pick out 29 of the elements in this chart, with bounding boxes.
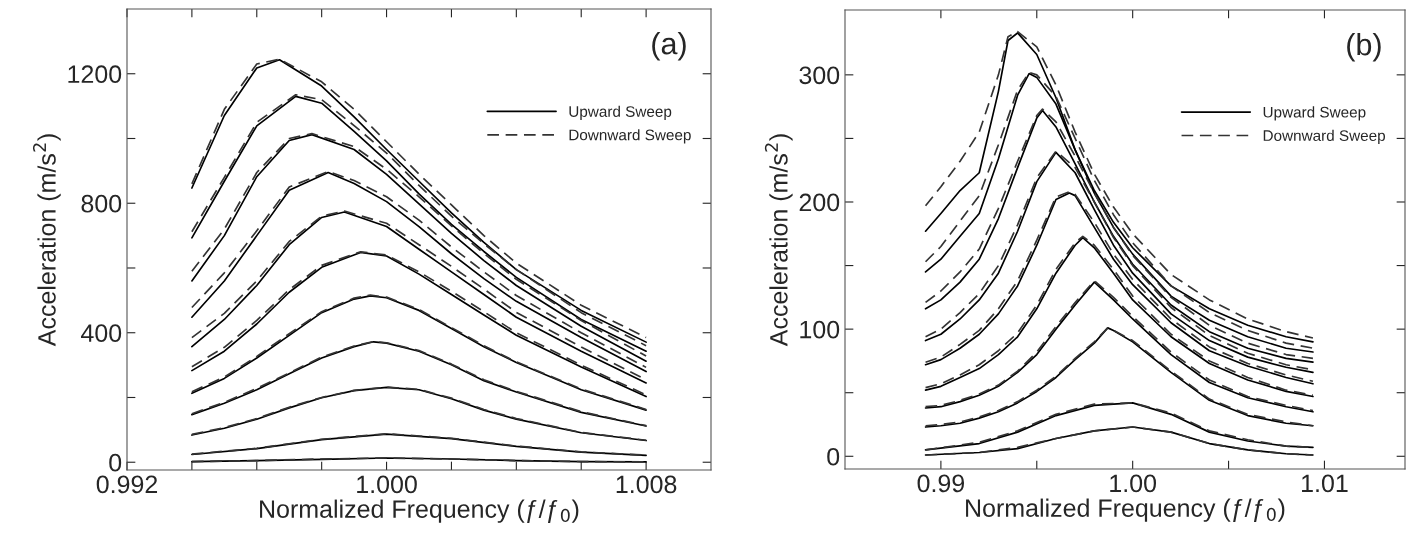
y-tick-label: 0 <box>827 447 840 466</box>
y-axis-title: Acceleration (m/s$^{2}$) <box>764 134 793 347</box>
x-axis-title: Normalized Frequency (ƒ/ƒ$_{0}$) <box>966 498 1285 522</box>
y-tick-label: 200 <box>799 193 840 212</box>
legend-label: Upward Sweep <box>569 105 672 120</box>
x-tick-label: 1.01 <box>1302 474 1348 493</box>
legend-label: Upward Sweep <box>1263 106 1366 121</box>
annotation: (a) <box>652 32 686 61</box>
annotation: (b) <box>1347 32 1381 62</box>
x-tick-label: 0.99 <box>917 474 965 493</box>
line-series <box>191 386 647 442</box>
line-series <box>191 294 647 411</box>
line-series <box>191 340 647 427</box>
y-tick-label: 800 <box>81 194 122 213</box>
line-series <box>924 402 1314 451</box>
y-axis-title: Acceleration (m/s$^{2}$) <box>32 134 61 347</box>
x-tick-label: 1.008 <box>616 475 677 494</box>
x-tick-label: 1.00 <box>1110 474 1157 493</box>
x-tick-label: 0.992 <box>96 475 158 494</box>
y-tick-label: 300 <box>799 66 840 85</box>
legend-label: Downward Sweep <box>1263 129 1386 145</box>
legend-label: Downward Sweep <box>569 129 691 144</box>
y-tick-label: 400 <box>81 324 122 343</box>
x-tick-label: 1.000 <box>357 475 417 494</box>
x-axis-title: Normalized Frequency (ƒ/ƒ$_{0}$) <box>260 499 579 523</box>
line-series <box>924 426 1314 456</box>
y-tick-label: 100 <box>800 320 840 339</box>
y-tick-label: 0 <box>109 453 122 472</box>
y-tick-label: 1200 <box>68 65 122 84</box>
